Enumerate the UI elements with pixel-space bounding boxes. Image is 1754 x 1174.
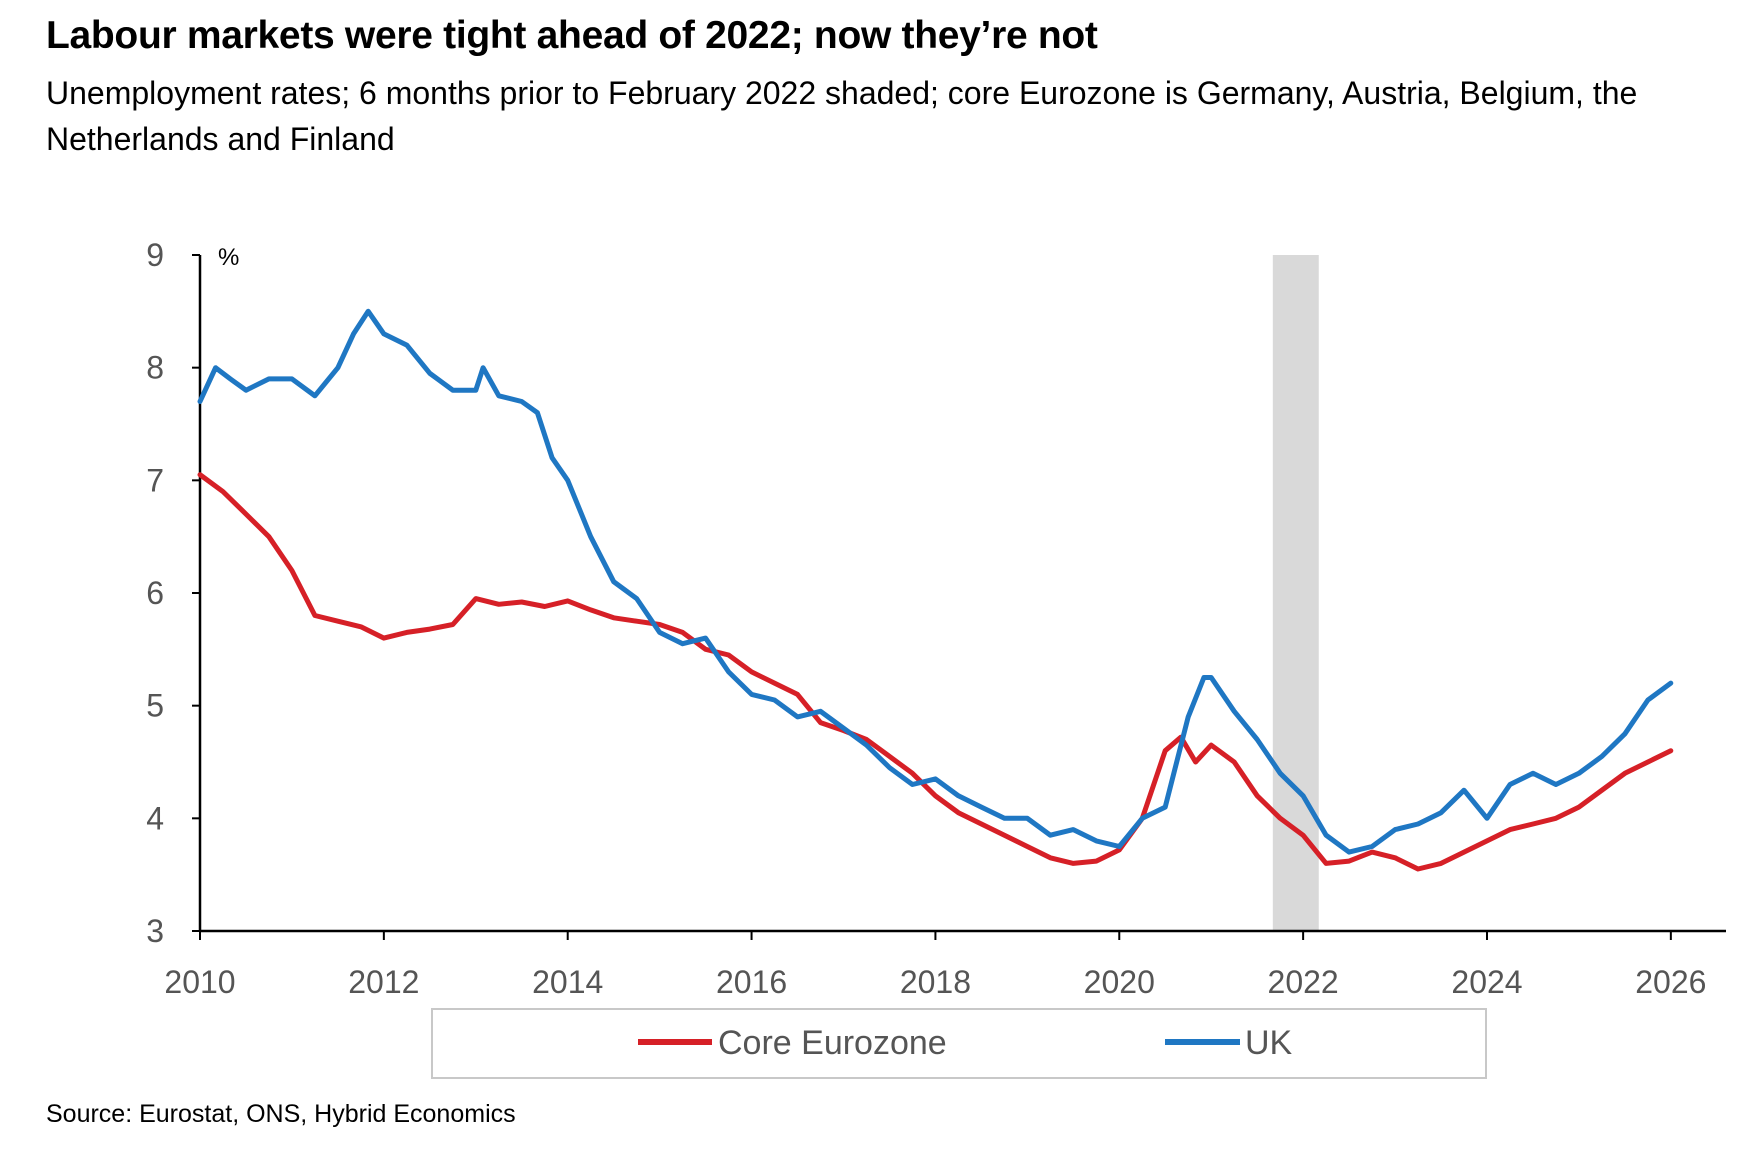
y-tick-label: 4 — [146, 800, 164, 836]
legend: Core Eurozone UK — [431, 1008, 1487, 1079]
legend-box — [431, 1008, 1487, 1079]
x-tick-label: 2022 — [1268, 964, 1339, 1000]
legend-label-uk: UK — [1245, 1024, 1293, 1062]
y-tick-label: 3 — [146, 913, 164, 949]
x-tick-label: 2024 — [1451, 964, 1522, 1000]
x-tick-label: 2010 — [164, 964, 235, 1000]
chart-title: Labour markets were tight ahead of 2022;… — [46, 14, 1098, 57]
y-tick-label: 7 — [146, 462, 164, 498]
y-tick-label: 6 — [146, 575, 164, 611]
series-line-uk — [197, 308, 1674, 855]
chart-subtitle: Unemployment rates; 6 months prior to Fe… — [46, 75, 1638, 157]
x-tick-label: 2018 — [900, 964, 971, 1000]
y-tick-label: 5 — [146, 688, 164, 724]
x-tick-label: 2020 — [1084, 964, 1155, 1000]
legend-label-core-eurozone: Core Eurozone — [718, 1024, 947, 1062]
x-tick-label: 2012 — [348, 964, 419, 1000]
series-line-core-eurozone — [197, 472, 1674, 872]
source-note: Source: Eurostat, ONS, Hybrid Economics — [46, 1100, 516, 1128]
x-tick-label: 2026 — [1635, 964, 1706, 1000]
y-tick-label: 8 — [146, 350, 164, 386]
x-tick-label: 2016 — [716, 964, 787, 1000]
y-tick-label: 9 — [146, 237, 164, 273]
x-tick-label: 2014 — [532, 964, 603, 1000]
y-axis-unit-label: % — [218, 244, 239, 271]
